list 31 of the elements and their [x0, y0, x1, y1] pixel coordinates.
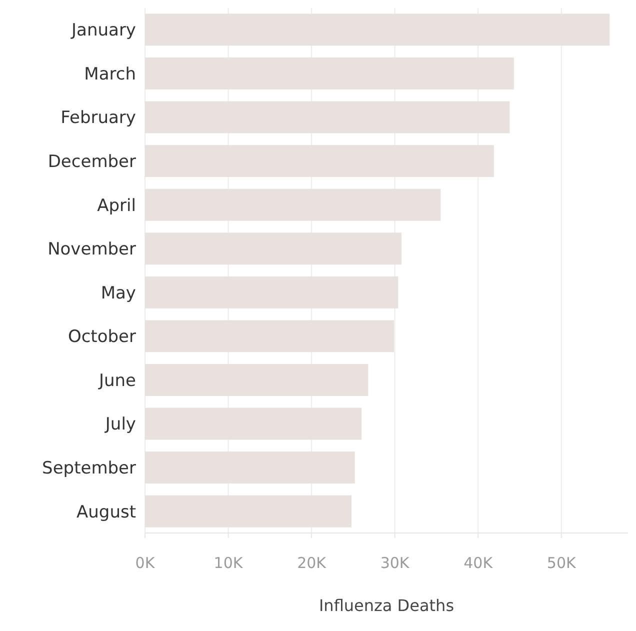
bar	[145, 101, 510, 134]
bar	[145, 276, 398, 308]
x-tick-label: 10K	[214, 554, 244, 572]
bar	[145, 188, 441, 221]
y-tick-label: November	[48, 240, 136, 260]
y-tick-label: January	[70, 20, 136, 41]
bar	[145, 364, 368, 396]
bar	[145, 320, 394, 352]
y-tick-label: May	[100, 283, 136, 304]
x-tick-label: 20K	[297, 554, 328, 572]
x-axis-title: Influenza Deaths	[318, 596, 454, 615]
y-tick-label: June	[98, 370, 136, 391]
bar	[145, 14, 610, 46]
x-tick-label: 0K	[135, 554, 156, 572]
x-tick-label: 40K	[464, 554, 494, 572]
bar	[145, 232, 402, 265]
bar	[145, 57, 514, 90]
y-tick-label: February	[60, 108, 136, 128]
bar	[145, 495, 352, 528]
y-tick-label: October	[68, 327, 136, 348]
y-tick-label: March	[84, 64, 136, 84]
y-tick-label: August	[76, 502, 136, 522]
bar	[145, 145, 494, 178]
x-tick-label: 30K	[380, 554, 410, 572]
y-tick-label: September	[42, 458, 136, 478]
y-tick-label: April	[97, 196, 136, 216]
bar	[145, 452, 355, 484]
y-tick-label: July	[104, 414, 136, 435]
y-tick-label: December	[48, 152, 136, 172]
x-tick-label: 50K	[546, 554, 577, 572]
bar	[145, 408, 362, 440]
